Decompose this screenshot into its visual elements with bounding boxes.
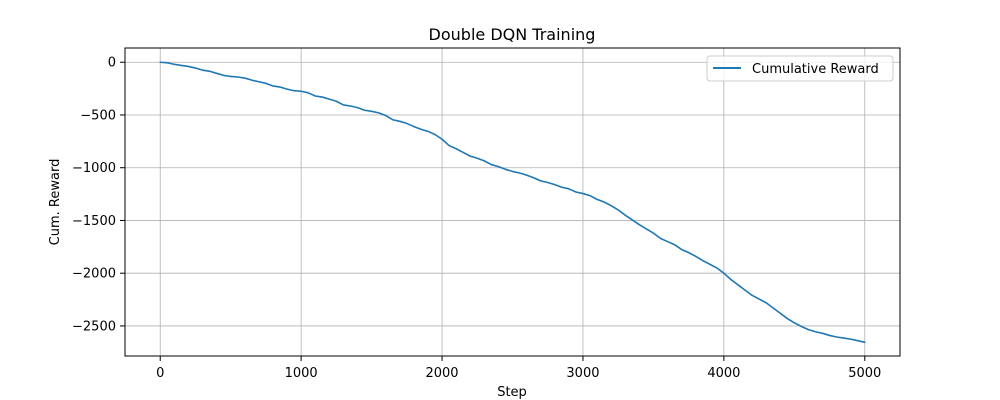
- y-tick-label: −1000: [72, 161, 116, 176]
- x-tick-label: 1000: [285, 366, 318, 381]
- series-line-cumulative-reward: [159, 61, 866, 344]
- x-tick-label: 3000: [566, 366, 599, 381]
- legend-label: Cumulative Reward: [752, 62, 879, 77]
- y-tick-label: −1500: [72, 214, 116, 229]
- x-tick-label: 4000: [707, 366, 740, 381]
- plot-frame: [124, 47, 901, 357]
- legend: Cumulative Reward: [706, 55, 894, 82]
- y-tick-label: −2500: [72, 319, 116, 334]
- y-tick-label: 0: [108, 56, 116, 71]
- series-layer: [159, 61, 866, 344]
- ticks: 0 1000 2000 3000 4000 5000 0 −500 −1000 −1500 −200…: [72, 56, 881, 381]
- x-axis-label: Step: [497, 385, 527, 400]
- chart-title: Double DQN Training: [429, 25, 596, 44]
- x-tick-label: 2000: [425, 366, 458, 381]
- legend-box: [706, 55, 894, 82]
- x-tick-label: 0: [156, 366, 164, 381]
- y-tick-label: −500: [80, 108, 116, 123]
- x-tick-label: 5000: [848, 366, 881, 381]
- y-tick-label: −2000: [72, 267, 116, 282]
- y-axis-label: Cum. Reward: [48, 159, 63, 246]
